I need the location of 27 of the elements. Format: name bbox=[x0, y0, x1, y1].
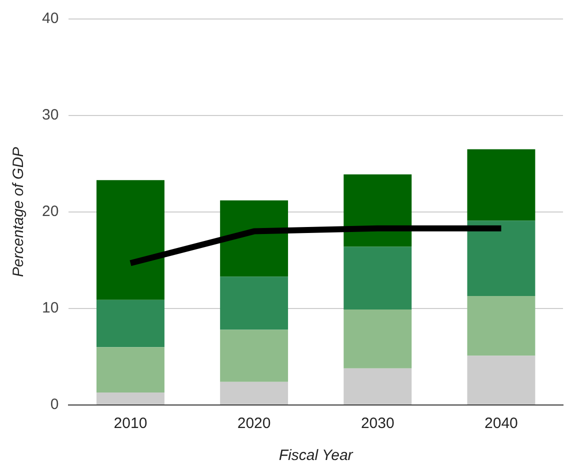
y-tick-label: 10 bbox=[42, 300, 59, 317]
x-tick-label: 2030 bbox=[360, 415, 394, 432]
y-tick-label: 20 bbox=[42, 203, 59, 220]
bar bbox=[344, 174, 412, 247]
bar bbox=[467, 356, 536, 404]
y-tick-label: 30 bbox=[42, 106, 59, 124]
bar bbox=[220, 200, 288, 277]
bar bbox=[467, 296, 536, 356]
bar bbox=[220, 330, 288, 382]
x-axis-title: Fiscal Year bbox=[278, 447, 354, 464]
x-tick-label: 2040 bbox=[484, 415, 518, 432]
bar bbox=[96, 300, 164, 348]
y-tick-label: 40 bbox=[42, 10, 59, 28]
bar bbox=[220, 382, 288, 404]
bar bbox=[344, 309, 412, 368]
bar bbox=[467, 220, 536, 296]
bar bbox=[96, 180, 164, 300]
y-axis-title: Percentage of GDP bbox=[10, 146, 28, 278]
bar bbox=[96, 392, 164, 404]
bar bbox=[467, 149, 536, 221]
x-tick-label: 2010 bbox=[114, 415, 148, 432]
bar bbox=[96, 347, 164, 392]
bar bbox=[220, 276, 288, 330]
bar bbox=[344, 368, 412, 404]
bar bbox=[344, 246, 412, 310]
y-tick-label: 0 bbox=[50, 396, 59, 414]
x-tick-label: 2020 bbox=[237, 415, 271, 432]
